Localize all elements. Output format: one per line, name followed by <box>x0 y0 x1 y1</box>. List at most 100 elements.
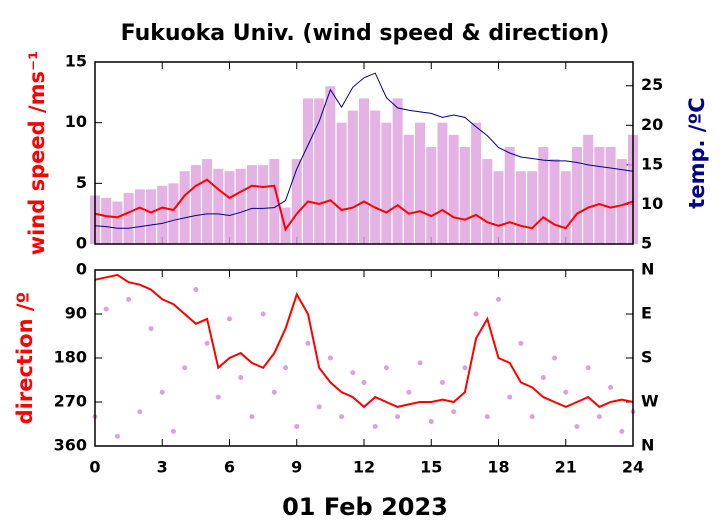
bar <box>302 98 313 245</box>
x-tick-label: 18 <box>487 458 509 477</box>
bar <box>359 98 369 245</box>
bar <box>426 146 437 244</box>
y-tick-label: 10 <box>65 112 87 131</box>
x-tick-label: 0 <box>89 458 100 477</box>
bar <box>583 134 594 244</box>
bar <box>246 165 257 244</box>
point <box>249 414 255 420</box>
plot-frame <box>94 61 634 245</box>
point <box>227 316 232 322</box>
y-axis-label: direction /º <box>13 292 37 425</box>
point <box>238 375 244 381</box>
point <box>159 389 165 395</box>
point <box>126 296 132 302</box>
point <box>361 379 367 385</box>
y-tick-label: 5 <box>76 173 87 192</box>
point <box>439 379 445 385</box>
point <box>552 355 558 361</box>
point <box>350 370 356 376</box>
bar <box>459 146 470 244</box>
bar <box>605 146 616 244</box>
y2-tick-label: 25 <box>641 75 663 94</box>
y-tick-label: 0 <box>76 234 87 253</box>
bar <box>146 189 157 244</box>
point <box>619 428 625 434</box>
bar <box>437 122 448 244</box>
x-tick-label: 21 <box>555 458 577 477</box>
point <box>148 326 154 332</box>
y2-tick-label: 15 <box>641 154 663 173</box>
plot-frame <box>94 269 634 447</box>
point <box>383 365 389 371</box>
x-tick-label: 12 <box>353 458 375 477</box>
y-tick-label: 360 <box>54 436 87 455</box>
bar <box>224 171 235 244</box>
x-tick-label: 6 <box>224 458 235 477</box>
bar <box>123 193 134 244</box>
bar <box>347 110 358 245</box>
point <box>473 311 479 317</box>
bar <box>213 168 224 244</box>
point <box>283 365 289 371</box>
bar <box>325 86 336 245</box>
point <box>462 365 468 371</box>
bar <box>258 165 269 244</box>
bar <box>448 134 459 244</box>
bar <box>549 159 560 244</box>
bar <box>190 165 201 244</box>
x-tick-label: 9 <box>291 458 302 477</box>
point <box>395 414 401 420</box>
bar <box>202 159 213 244</box>
point <box>327 355 333 361</box>
bar <box>504 146 515 244</box>
y-tick-label: 0 <box>76 260 87 279</box>
bar <box>381 122 392 244</box>
x-tick-label: 24 <box>622 458 644 477</box>
point <box>271 389 277 395</box>
point <box>339 414 345 420</box>
point <box>563 389 569 395</box>
y2-tick-label: 10 <box>641 194 663 213</box>
y2-axis-label: temp. /ºC <box>685 97 709 208</box>
y-tick-label: 270 <box>54 392 87 411</box>
point <box>193 287 199 293</box>
bar <box>314 98 325 245</box>
point <box>316 404 322 410</box>
point <box>417 360 423 366</box>
point <box>451 409 457 415</box>
point <box>260 311 266 317</box>
bar <box>370 110 381 245</box>
y2-tick-label: N <box>641 260 654 279</box>
point <box>596 414 602 420</box>
point <box>529 414 535 420</box>
bar <box>493 171 504 244</box>
bar <box>594 146 605 244</box>
bar <box>538 146 549 244</box>
point <box>574 423 580 429</box>
point <box>103 306 109 312</box>
point <box>496 296 501 302</box>
point <box>540 375 546 381</box>
y-tick-label: 180 <box>54 348 87 367</box>
point <box>305 340 311 346</box>
bar <box>336 122 347 244</box>
point <box>406 389 412 395</box>
line <box>94 178 634 232</box>
bar <box>101 197 112 244</box>
bar <box>527 171 538 244</box>
bar <box>179 171 190 244</box>
bar <box>291 159 302 244</box>
y2-tick-label: 20 <box>641 115 663 134</box>
bar <box>515 171 526 244</box>
point <box>114 433 120 439</box>
bar <box>560 171 571 244</box>
chart-title: Fukuoka Univ. (wind speed & direction) <box>121 21 610 46</box>
point <box>170 428 176 434</box>
y2-tick-label: S <box>641 348 653 367</box>
y2-tick-label: W <box>641 392 659 411</box>
point <box>484 414 490 420</box>
y2-tick-label: N <box>641 436 654 455</box>
bar <box>616 159 627 244</box>
bar <box>134 189 145 244</box>
point <box>182 365 188 371</box>
